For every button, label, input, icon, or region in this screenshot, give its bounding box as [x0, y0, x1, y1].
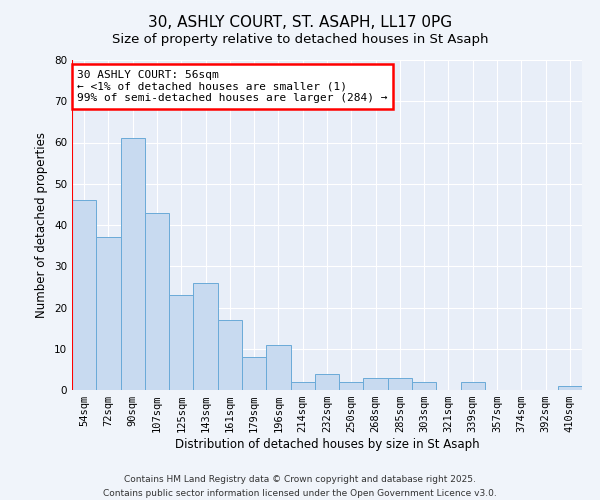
Bar: [558, 386, 582, 390]
Bar: [339, 382, 364, 390]
Bar: [364, 378, 388, 390]
Bar: [72, 200, 96, 390]
Text: Size of property relative to detached houses in St Asaph: Size of property relative to detached ho…: [112, 32, 488, 46]
Y-axis label: Number of detached properties: Number of detached properties: [35, 132, 49, 318]
Bar: [412, 382, 436, 390]
Bar: [145, 212, 169, 390]
Text: 30, ASHLY COURT, ST. ASAPH, LL17 0PG: 30, ASHLY COURT, ST. ASAPH, LL17 0PG: [148, 15, 452, 30]
Text: 30 ASHLY COURT: 56sqm
← <1% of detached houses are smaller (1)
99% of semi-detac: 30 ASHLY COURT: 56sqm ← <1% of detached …: [77, 70, 388, 103]
Bar: [266, 344, 290, 390]
Text: Contains HM Land Registry data © Crown copyright and database right 2025.
Contai: Contains HM Land Registry data © Crown c…: [103, 476, 497, 498]
Bar: [193, 283, 218, 390]
Bar: [461, 382, 485, 390]
Bar: [218, 320, 242, 390]
Bar: [290, 382, 315, 390]
Bar: [242, 357, 266, 390]
Bar: [315, 374, 339, 390]
Bar: [96, 238, 121, 390]
Bar: [169, 295, 193, 390]
Bar: [388, 378, 412, 390]
Bar: [121, 138, 145, 390]
X-axis label: Distribution of detached houses by size in St Asaph: Distribution of detached houses by size …: [175, 438, 479, 451]
